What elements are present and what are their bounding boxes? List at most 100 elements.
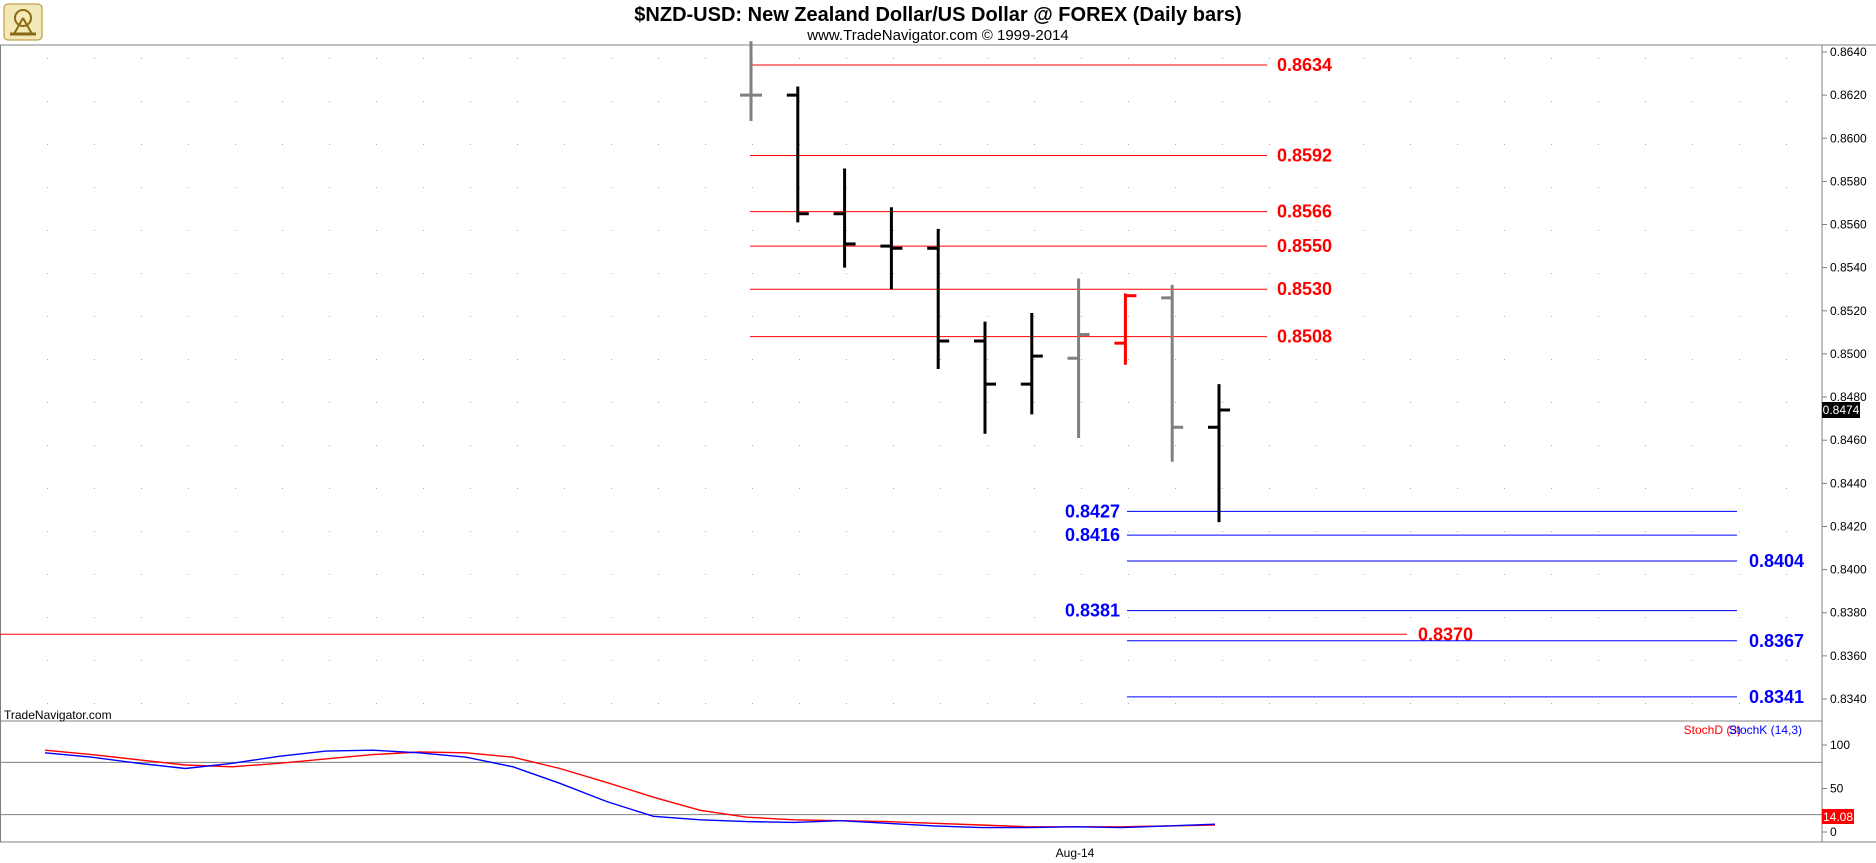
grid-dot (1269, 316, 1270, 317)
grid-dot (1081, 445, 1082, 446)
grid-dot (376, 187, 377, 188)
grid-dot (987, 273, 988, 274)
grid-dot (1692, 660, 1693, 661)
grid-dot (517, 574, 518, 575)
grid-dot (470, 488, 471, 489)
grid-dot (564, 445, 565, 446)
grid-dot (1551, 230, 1552, 231)
grid-dot (1786, 445, 1787, 446)
grid-dot (987, 617, 988, 618)
grid-dot (1739, 187, 1740, 188)
grid-dot (329, 574, 330, 575)
grid-dot (188, 187, 189, 188)
grid-dot (1222, 660, 1223, 661)
grid-dot (1128, 574, 1129, 575)
grid-dot (799, 316, 800, 317)
grid-dot (1316, 660, 1317, 661)
grid-dot (1410, 101, 1411, 102)
grid-dot (940, 144, 941, 145)
grid-dot (987, 316, 988, 317)
grid-dot (1175, 316, 1176, 317)
grid-dot (141, 144, 142, 145)
grid-dot (564, 101, 565, 102)
grid-dot (235, 488, 236, 489)
grid-dot (1081, 144, 1082, 145)
grid-dot (47, 144, 48, 145)
grid-dot (47, 660, 48, 661)
grid-dot (1034, 187, 1035, 188)
grid-dot (188, 359, 189, 360)
grid-dot (1410, 660, 1411, 661)
grid-dot (470, 230, 471, 231)
grid-dot (1363, 488, 1364, 489)
grid-dot (1269, 445, 1270, 446)
grid-dot (94, 574, 95, 575)
grid-dot (611, 574, 612, 575)
grid-dot (1034, 617, 1035, 618)
grid-dot (987, 144, 988, 145)
grid-dot (611, 316, 612, 317)
grid-dot (1363, 531, 1364, 532)
grid-dot (470, 316, 471, 317)
y-tick-label: 0.8540 (1830, 261, 1867, 275)
grid-dot (1175, 273, 1176, 274)
support-label: 0.8427 (1065, 501, 1120, 521)
x-tick-aug-14: Aug-14 (1056, 846, 1095, 860)
grid-dot (94, 273, 95, 274)
grid-dot (282, 230, 283, 231)
grid-dot (846, 445, 847, 446)
grid-dot (987, 230, 988, 231)
grid-dot (470, 531, 471, 532)
grid-dot (1175, 617, 1176, 618)
grid-dot (329, 660, 330, 661)
grid-dot (846, 531, 847, 532)
grid-dot (1269, 531, 1270, 532)
grid-dot (846, 359, 847, 360)
grid-dot (470, 617, 471, 618)
grid-dot (1269, 488, 1270, 489)
grid-dot (752, 144, 753, 145)
grid-dot (1739, 273, 1740, 274)
oscillator-axis: 100 50 0 (0, 738, 1850, 839)
grid-dot (141, 316, 142, 317)
oscillator-lines (44, 749, 1216, 829)
grid-dot (893, 402, 894, 403)
grid-dot (329, 402, 330, 403)
grid-dot (188, 402, 189, 403)
grid-dot (752, 402, 753, 403)
grid-dot (47, 316, 48, 317)
grid-dot (282, 703, 283, 704)
grid-dot (470, 402, 471, 403)
grid-dot (658, 144, 659, 145)
grid-dot (1645, 359, 1646, 360)
grid-dot (1786, 359, 1787, 360)
grid-dot (1457, 273, 1458, 274)
grid-dot (1786, 660, 1787, 661)
grid-dot (752, 230, 753, 231)
grid-dot (188, 488, 189, 489)
y-tick-label: 0.8600 (1830, 131, 1867, 145)
y-tick-label: 0.8400 (1830, 563, 1867, 577)
grid-dot (799, 359, 800, 360)
grid-dot (1363, 703, 1364, 704)
grid-dot (235, 230, 236, 231)
grid-dot (752, 359, 753, 360)
grid-dot (1457, 660, 1458, 661)
grid-dot (1739, 703, 1740, 704)
grid-dot (423, 359, 424, 360)
grid-dot (141, 402, 142, 403)
grid-dot (1598, 445, 1599, 446)
grid-dot (799, 402, 800, 403)
grid-dot (1739, 531, 1740, 532)
grid-dot (1222, 617, 1223, 618)
grid-dot (470, 445, 471, 446)
osc-tick-label: 0 (1830, 825, 1837, 839)
grid-dot (1598, 617, 1599, 618)
grid-dot (376, 316, 377, 317)
support-label: 0.8341 (1749, 687, 1804, 707)
grid-dot (564, 144, 565, 145)
grid-dot (705, 316, 706, 317)
grid-dot (470, 58, 471, 59)
grid-dot (1081, 230, 1082, 231)
grid-dot (141, 488, 142, 489)
